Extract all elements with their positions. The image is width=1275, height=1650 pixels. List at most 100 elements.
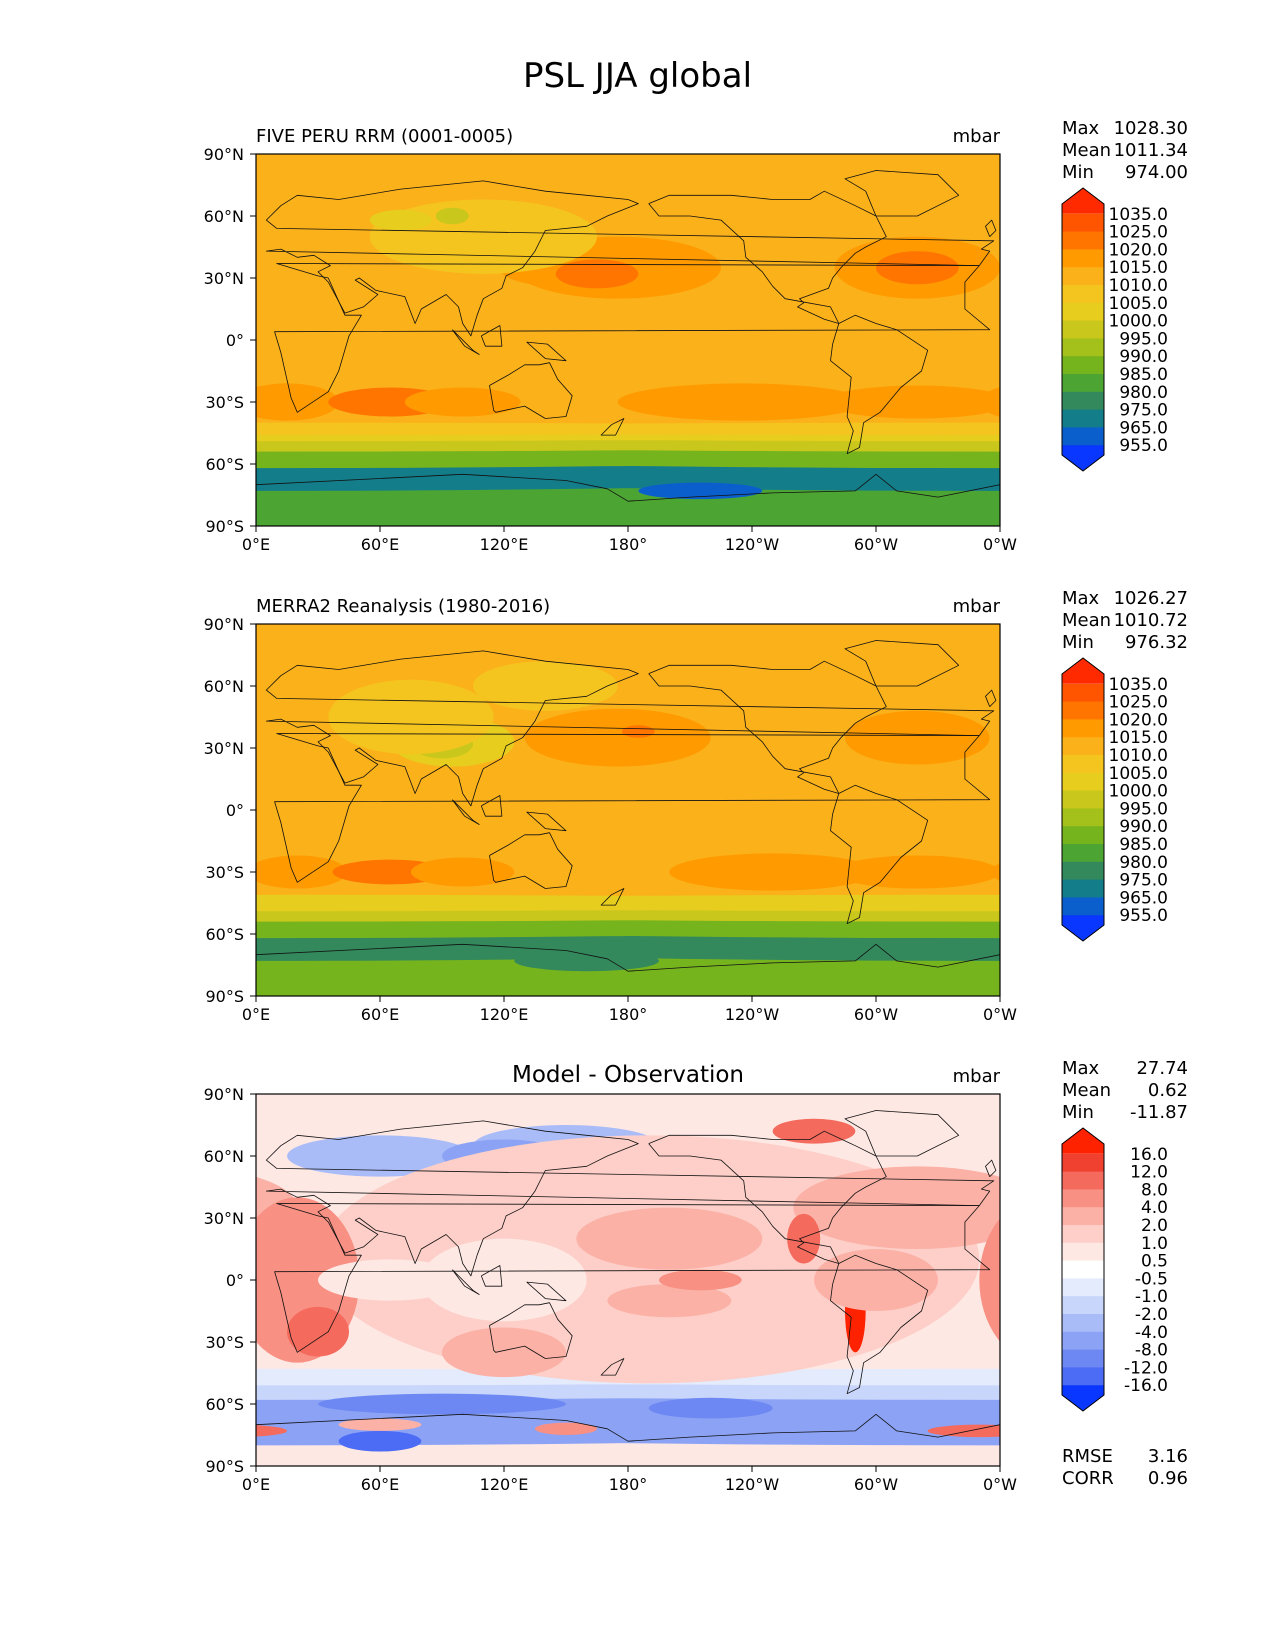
y-tick-label: 30°N <box>204 739 244 758</box>
coastline <box>256 943 1000 972</box>
figure-title: PSL JJA global <box>522 56 753 96</box>
colorbar-swatch <box>1062 844 1104 863</box>
contour-region <box>607 1284 732 1318</box>
coastline <box>451 329 480 355</box>
contour-region <box>524 708 711 767</box>
contour-region <box>621 725 655 738</box>
colorbar-swatch <box>1062 302 1104 322</box>
contour-region <box>287 1135 473 1177</box>
contour-region <box>318 1259 463 1301</box>
colorbar-tick-label: 0.5 <box>1141 1252 1168 1272</box>
y-tick-label: 0° <box>226 331 244 350</box>
coastline <box>265 1120 995 1277</box>
colorbar-tick-label: 1000.0 <box>1109 312 1168 332</box>
coastline <box>451 799 480 825</box>
colorbar-tick-label: -2.0 <box>1135 1305 1168 1325</box>
colorbar-tick-label: 1025.0 <box>1109 693 1168 713</box>
contour-region <box>91 237 256 299</box>
contour-region <box>772 1118 856 1144</box>
stat-label: Mean <box>1062 140 1111 161</box>
coastline <box>480 1265 503 1287</box>
colorbar-tick-label: 4.0 <box>1141 1198 1168 1218</box>
stat-label: Min <box>1062 162 1094 183</box>
colorbar-swatch <box>1062 391 1104 411</box>
colorbar-tick-label: -12.0 <box>1124 1358 1168 1378</box>
contour-region <box>256 1412 1000 1446</box>
colorbar-tick-label: 12.0 <box>1130 1163 1168 1183</box>
x-tick-label: 0°W <box>983 1475 1017 1494</box>
colorbar-tick-label: 16.0 <box>1130 1145 1168 1165</box>
x-tick-label: 120°E <box>480 1005 529 1024</box>
coastline <box>265 180 995 337</box>
colorbar-swatch <box>1062 915 1104 941</box>
colorbar-tick-label: 1035.0 <box>1109 205 1168 225</box>
stat-label: RMSE <box>1062 1446 1113 1467</box>
y-tick-label: 60°N <box>204 677 244 696</box>
colorbar-swatch <box>1062 1385 1104 1411</box>
panel-title: Model - Observation <box>512 1062 744 1088</box>
colorbar-swatch <box>1062 879 1104 898</box>
colorbar-swatch <box>1062 861 1104 881</box>
colorbar-swatch <box>1062 409 1104 428</box>
colorbar-tick-label: 1010.0 <box>1109 746 1168 766</box>
colorbar-tick-label: 990.0 <box>1119 817 1168 837</box>
coastline <box>600 418 625 436</box>
contour-region <box>927 1424 1000 1438</box>
y-tick-label: 30°N <box>204 269 244 288</box>
colorbar-swatch <box>1062 188 1104 214</box>
colorbar-swatch <box>1062 1153 1104 1173</box>
colorbar-tick-label: 990.0 <box>1119 347 1168 367</box>
colorbar-tick-label: 1010.0 <box>1109 276 1168 296</box>
colorbar-tick-label: 995.0 <box>1119 329 1168 349</box>
colorbar-tick-label: 1005.0 <box>1109 294 1168 314</box>
colorbar-swatch <box>1062 808 1104 827</box>
coastline <box>844 640 960 687</box>
colorbar-swatch <box>1062 1207 1104 1226</box>
contour-region <box>0 425 256 442</box>
colorbar-tick-label: -0.5 <box>1135 1269 1168 1289</box>
coastline <box>985 219 997 237</box>
stat-value: 1028.30 <box>1114 118 1188 139</box>
colorbar-tick-label: 980.0 <box>1119 853 1168 873</box>
colorbar-swatch <box>1062 231 1104 250</box>
colorbar-swatch <box>1062 427 1104 446</box>
contour-region <box>834 855 1000 889</box>
y-tick-label: 60°S <box>205 455 244 474</box>
y-tick-label: 60°S <box>205 925 244 944</box>
stat-label: Mean <box>1062 1080 1111 1101</box>
stat-value: 27.74 <box>1136 1058 1188 1079</box>
stat-label: Max <box>1062 118 1100 139</box>
colorbar <box>1061 657 1105 942</box>
colorbar-swatch <box>1062 1171 1104 1190</box>
coastline <box>985 1159 997 1177</box>
coastline <box>830 784 929 925</box>
contour-region <box>256 422 1000 436</box>
colorbar-swatch <box>1062 249 1104 268</box>
colorbar-tick-label: 1025.0 <box>1109 223 1168 243</box>
colorbar-tick-label: 1015.0 <box>1109 258 1168 278</box>
contour-region <box>338 1430 422 1452</box>
colorbar-tick-label: 965.0 <box>1119 888 1168 908</box>
colorbar-swatch <box>1062 1367 1104 1386</box>
x-tick-label: 180° <box>609 535 648 554</box>
coastline <box>274 263 991 413</box>
colorbar-swatch <box>1062 683 1104 703</box>
map-field-difference <box>256 1094 1000 1466</box>
x-tick-label: 60°W <box>854 1005 898 1024</box>
units-label: mbar <box>953 126 1001 147</box>
colorbar-swatch <box>1062 737 1104 756</box>
y-tick-label: 90°N <box>204 1085 244 1104</box>
coastline <box>648 660 887 794</box>
coastline <box>526 341 567 362</box>
coastline <box>830 1254 929 1395</box>
coastline <box>526 1281 567 1302</box>
contour-region <box>845 710 990 765</box>
colorbar-swatch <box>1062 285 1104 304</box>
coastline <box>526 811 567 832</box>
y-tick-label: 30°S <box>205 1333 244 1352</box>
colorbar <box>1061 187 1105 472</box>
contour-region <box>535 1422 597 1436</box>
x-tick-label: 0°E <box>242 1005 270 1024</box>
colorbar-tick-label: 975.0 <box>1119 871 1168 891</box>
contour-region <box>256 394 267 410</box>
